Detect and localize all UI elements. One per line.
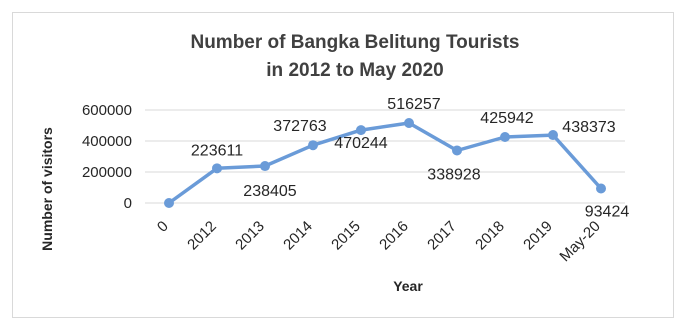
data-point xyxy=(404,117,414,128)
y-tick-label: 600000 xyxy=(82,102,132,119)
data-label: 238405 xyxy=(243,183,296,200)
data-point xyxy=(164,198,174,208)
data-label: 372763 xyxy=(273,118,326,135)
data-label: 516257 xyxy=(387,96,440,113)
x-tick-label: 2012 xyxy=(184,218,220,254)
data-label: 338928 xyxy=(427,166,480,183)
data-labels: 223611 238405 372763 470244 516257 338928 4259… xyxy=(191,96,629,221)
y-axis-title: Number of visitors xyxy=(39,127,55,251)
x-tick-label: 2019 xyxy=(520,218,556,254)
data-label: 223611 xyxy=(191,142,243,159)
x-tick-label: 0 xyxy=(154,218,172,236)
data-point xyxy=(308,140,318,151)
x-tick-label: 2013 xyxy=(232,218,268,254)
data-point xyxy=(500,131,510,142)
data-point xyxy=(452,145,462,156)
y-tick-label: 200000 xyxy=(82,164,132,181)
x-tick-label: 2014 xyxy=(280,218,316,254)
y-tick-label: 400000 xyxy=(82,133,132,150)
x-tick-label: 2017 xyxy=(424,218,460,254)
x-tick-label: 2016 xyxy=(376,218,412,254)
chart-title-line1: Number of Bangka Belitung Tourists xyxy=(190,32,519,53)
data-point xyxy=(596,183,606,194)
data-point xyxy=(212,163,222,174)
data-point xyxy=(356,125,366,136)
chart-frame xyxy=(12,12,674,318)
data-point xyxy=(548,130,558,141)
x-axis-ticks: 0 2012 2013 2014 2015 2016 2017 2018 2019 May-20 xyxy=(154,218,604,265)
data-label: 425942 xyxy=(480,110,533,127)
x-tick-label: 2018 xyxy=(472,218,508,254)
gridlines xyxy=(145,109,625,204)
series-line xyxy=(167,121,603,205)
y-axis-ticks: 0 200000 400000 600000 xyxy=(82,102,132,212)
data-label: 438373 xyxy=(562,119,615,136)
data-point xyxy=(260,161,270,172)
chart-title-line2: in 2012 to May 2020 xyxy=(266,60,443,81)
data-label: 470244 xyxy=(334,135,387,152)
data-label: 93424 xyxy=(585,204,630,221)
y-tick-label: 0 xyxy=(124,195,132,212)
x-axis-title: Year xyxy=(393,278,423,294)
x-tick-label: 2015 xyxy=(328,218,364,254)
x-tick-label: May-20 xyxy=(556,218,603,265)
series-group xyxy=(164,117,606,208)
